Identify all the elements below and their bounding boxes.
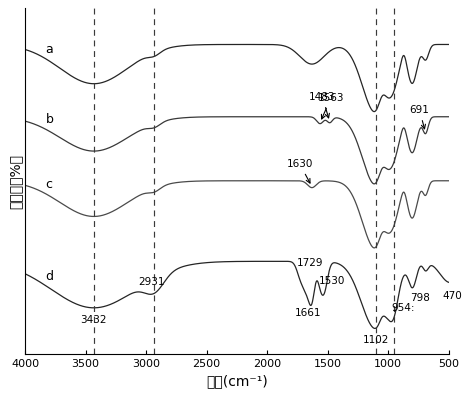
Text: 1483: 1483 [309,92,336,118]
Text: 798: 798 [410,293,430,303]
Text: d: d [46,270,54,283]
Text: 1530: 1530 [319,276,345,286]
Text: a: a [46,43,54,56]
Text: 1661: 1661 [295,308,321,318]
Text: 691: 691 [409,105,430,129]
X-axis label: 波长(cm⁻¹): 波长(cm⁻¹) [206,375,268,389]
Text: 3432: 3432 [80,315,107,325]
Text: b: b [46,113,54,126]
Text: 1563: 1563 [318,93,344,119]
Text: 1729: 1729 [297,258,323,268]
Y-axis label: 透射率（%）: 透射率（%） [8,154,23,209]
Text: 1630: 1630 [287,159,313,183]
Text: 2931: 2931 [139,277,165,287]
Text: 954:: 954: [392,303,415,313]
Text: 470: 470 [442,291,462,301]
Text: 1102: 1102 [363,335,389,345]
Text: c: c [46,177,53,191]
